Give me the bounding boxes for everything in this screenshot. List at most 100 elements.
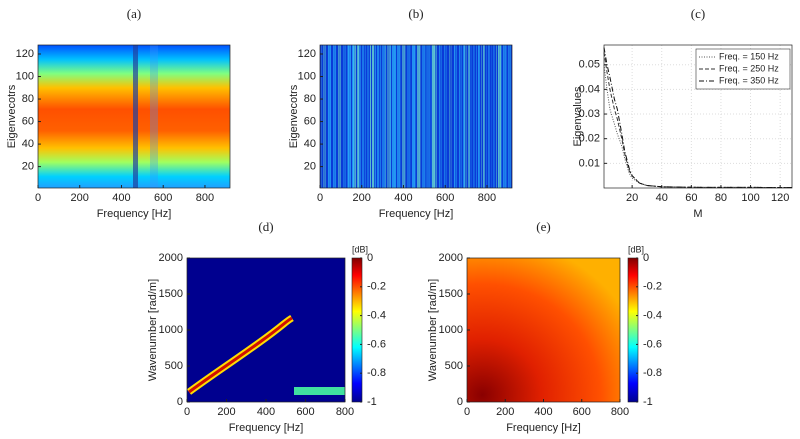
x-tick-label: 200 [217, 406, 235, 418]
texture-stripe [506, 45, 507, 188]
colorbar-tick-label: -0.6 [643, 338, 662, 350]
colorbar-e [628, 258, 638, 402]
colorbar-tick-label: -1 [367, 396, 377, 408]
texture-stripe [436, 45, 437, 188]
x-tick-label: 60 [685, 192, 697, 204]
texture-stripe [370, 45, 371, 188]
x-tick-label: 40 [656, 192, 668, 204]
texture-stripe [486, 45, 487, 188]
y-tick-label: 500 [445, 360, 463, 372]
texture-stripe [500, 45, 501, 188]
y-tick-label: 1500 [159, 288, 183, 300]
texture-stripe [395, 45, 396, 188]
y-tick-label: 100 [16, 70, 34, 82]
colorbar-tick-label: -0.4 [643, 310, 662, 322]
texture-stripe [325, 45, 326, 188]
texture-stripe [340, 45, 341, 188]
texture-stripe [323, 45, 325, 188]
y-tick-label: 2000 [159, 252, 183, 264]
texture-stripe [321, 45, 322, 188]
texture-stripe [333, 45, 335, 188]
legend-label: Freq. = 350 Hz [719, 75, 779, 85]
texture-stripe [481, 45, 482, 188]
colorbar-tick-label: -0.2 [367, 281, 386, 293]
heatmap-a-stripe [150, 45, 158, 188]
texture-stripe [431, 45, 432, 188]
x-tick-label: 200 [71, 192, 89, 204]
texture-stripe [493, 45, 495, 188]
colorbar-tick-label: -0.4 [367, 310, 386, 322]
y-tick-label: 0.04 [579, 83, 600, 95]
texture-stripe [510, 45, 511, 188]
x-tick-label: 600 [436, 192, 454, 204]
texture-stripe [468, 45, 470, 188]
texture-stripe [402, 45, 405, 188]
y-tick-label: 80 [304, 93, 316, 105]
texture-stripe [501, 45, 502, 188]
texture-stripe [355, 45, 356, 188]
texture-stripe [456, 45, 457, 188]
texture-stripe [328, 45, 330, 188]
y-axis-label: Eigenvecotrs [6, 84, 18, 148]
texture-stripe [343, 45, 345, 188]
y-tick-label: 60 [304, 115, 316, 127]
y-tick-label: 60 [22, 115, 34, 127]
texture-stripe [446, 45, 447, 188]
x-axis-label: Frequency [Hz] [97, 208, 172, 220]
texture-stripe [459, 45, 461, 188]
y-tick-label: 20 [304, 161, 316, 173]
texture-stripe [375, 45, 376, 188]
y-axis-label: Eigenvalues [572, 86, 584, 146]
y-tick-label: 0.01 [579, 157, 600, 169]
y-tick-label: 40 [22, 138, 34, 150]
y-tick-label: 1000 [439, 324, 463, 336]
texture-stripe [397, 45, 400, 188]
texture-stripe [347, 45, 350, 188]
texture-stripe [478, 45, 480, 188]
heatmap-a-stripe [133, 45, 138, 188]
colorbar-tick-label: -0.2 [643, 281, 662, 293]
texture-stripe [476, 45, 477, 188]
chart-title: (c) [691, 6, 705, 21]
colorbar-tick-label: -0.8 [367, 367, 386, 379]
x-tick-label: 0 [35, 192, 41, 204]
y-tick-label: 120 [298, 48, 316, 60]
texture-stripe [412, 45, 415, 188]
texture-stripe [338, 45, 340, 188]
y-tick-label: 0.05 [579, 59, 600, 71]
texture-stripe [444, 45, 446, 188]
colorbar-d [352, 258, 362, 402]
texture-stripe [508, 45, 510, 188]
texture-stripe [454, 45, 456, 188]
texture-stripe [505, 45, 506, 188]
colorbar-tick-label: -1 [643, 396, 653, 408]
y-tick-label: 80 [22, 93, 34, 105]
texture-stripe [427, 45, 430, 188]
texture-stripe [409, 45, 411, 188]
texture-stripe [488, 45, 490, 188]
texture-stripe [449, 45, 451, 188]
x-tick-label: 600 [573, 406, 591, 418]
legend-label: Freq. = 150 Hz [719, 51, 779, 61]
y-tick-label: 1500 [439, 288, 463, 300]
texture-stripe [483, 45, 485, 188]
x-tick-label: 600 [296, 406, 314, 418]
x-tick-label: 400 [257, 406, 275, 418]
y-tick-label: 2000 [439, 252, 463, 264]
x-tick-label: 0 [317, 192, 323, 204]
texture-stripe [385, 45, 386, 188]
colorbar-label: [dB] [352, 244, 368, 254]
x-tick-label: 400 [112, 192, 130, 204]
colorbar-frame [627, 257, 639, 403]
x-axis-label: Frequency [Hz] [379, 208, 454, 220]
texture-stripe [392, 45, 395, 188]
colorbar-tick-label: -0.8 [643, 367, 662, 379]
x-tick-label: 800 [478, 192, 496, 204]
y-tick-label: 500 [165, 360, 183, 372]
texture-stripe [473, 45, 475, 188]
y-axis-label: Eigenvecotrs [288, 84, 300, 148]
heatmap-b-texture [321, 45, 511, 188]
texture-stripe [414, 45, 416, 188]
plot-frame [37, 44, 231, 189]
